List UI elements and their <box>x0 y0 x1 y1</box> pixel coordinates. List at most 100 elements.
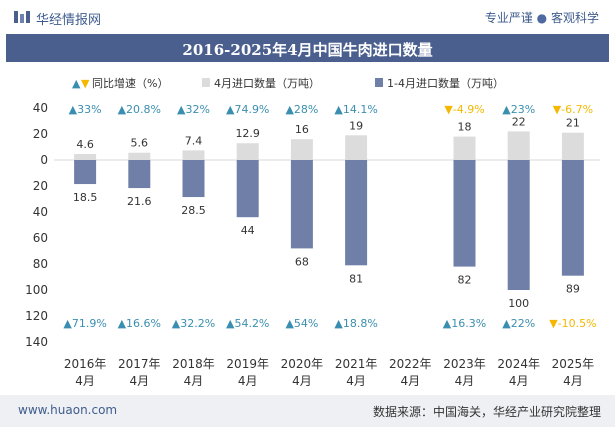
cumulative-bar <box>561 160 584 276</box>
growth-april-label: ▲28% <box>285 103 318 116</box>
cumulative-value-label: 21.6 <box>127 195 152 208</box>
y-tick-label: 20 <box>33 179 48 193</box>
april-bar <box>128 152 151 160</box>
growth-april-label: ▲14.1% <box>334 103 377 116</box>
growth-april-label: ▲20.8% <box>118 103 161 116</box>
cumulative-bar <box>236 160 259 218</box>
cumulative-value-label: 89 <box>566 283 580 296</box>
footer-website: www.huaon.com <box>18 403 118 417</box>
growth-cumulative-label: ▲54% <box>285 317 318 330</box>
april-value-label: 16 <box>295 123 309 136</box>
april-bar <box>290 139 313 160</box>
cumulative-bar <box>345 160 368 266</box>
april-bar <box>453 136 476 160</box>
brand-name: 华经情报网 <box>36 13 102 28</box>
april-value-label: 7.4 <box>185 134 203 147</box>
growth-cumulative-label: ▲16.3% <box>443 317 486 330</box>
april-value-label: 22 <box>512 115 526 128</box>
y-tick-label: 100 <box>25 283 48 297</box>
y-tick-label: 140 <box>25 335 48 349</box>
x-tick-label: 2020年 <box>281 357 324 371</box>
legend-cumulative-swatch <box>375 78 383 87</box>
april-value-label: 5.6 <box>131 137 149 150</box>
growth-cumulative-label: ▲71.9% <box>63 317 106 330</box>
x-tick-label-line2: 4月 <box>238 374 258 388</box>
cumulative-value-label: 81 <box>349 272 363 285</box>
x-tick-label: 2019年 <box>226 357 269 371</box>
x-tick-label-line2: 4月 <box>455 374 475 388</box>
growth-april-label: ▲23% <box>502 103 535 116</box>
cumulative-value-label: 82 <box>458 274 472 287</box>
growth-cumulative-label: ▲18.8% <box>334 317 377 330</box>
cumulative-value-label: 18.5 <box>73 191 98 204</box>
x-tick-label-line2: 4月 <box>129 374 149 388</box>
growth-cumulative-label: ▲22% <box>502 317 535 330</box>
legend-april-label: 4月进口数量（万吨） <box>214 77 320 90</box>
x-tick-label-line2: 4月 <box>563 374 583 388</box>
cumulative-value-label: 28.5 <box>181 204 206 217</box>
x-tick-label: 2024年 <box>497 357 540 371</box>
x-tick-label-line2: 4月 <box>346 374 366 388</box>
y-tick-label: 80 <box>33 257 48 271</box>
y-tick-label: 40 <box>33 101 48 115</box>
april-value-label: 21 <box>566 117 580 130</box>
tagline-separator: ● <box>536 11 548 25</box>
april-value-label: 19 <box>349 119 363 132</box>
chart-title: 2016-2025年4月中国牛肉进口数量 <box>182 41 433 59</box>
x-tick-label-line2: 4月 <box>400 374 420 388</box>
april-value-label: 12.9 <box>235 127 260 140</box>
brand-logo-icon <box>14 11 30 23</box>
header-bar: 华经情报网 专业严谨 ● 客观科学 <box>0 0 615 34</box>
april-bar <box>561 132 584 160</box>
legend-down-arrow-icon: ▼ <box>81 77 90 90</box>
april-bar <box>236 143 259 160</box>
footer-bar: www.huaon.com 数据来源：中国海关，华经产业研究院整理 <box>0 395 615 427</box>
y-tick-label: 120 <box>25 309 48 323</box>
growth-april-label: ▲74.9% <box>226 103 269 116</box>
x-tick-label: 2018年 <box>172 357 215 371</box>
april-bar <box>74 154 97 160</box>
y-tick-label: 0 <box>40 153 48 167</box>
growth-april-label: ▼-4.9% <box>444 103 484 116</box>
x-tick-label-line2: 4月 <box>75 374 95 388</box>
growth-april-label: ▲33% <box>69 103 102 116</box>
tagline: 专业严谨 ● 客观科学 <box>485 9 599 26</box>
x-tick-label: 2017年 <box>118 357 161 371</box>
x-tick-label: 2022年 <box>389 357 432 371</box>
growth-cumulative-label: ▼-10.5% <box>549 317 596 330</box>
y-tick-label: 40 <box>33 205 48 219</box>
cumulative-bar <box>290 160 313 249</box>
tagline-right: 客观科学 <box>550 11 599 25</box>
legend-up-arrow-icon: ▲ <box>72 77 81 90</box>
april-bar <box>507 131 530 160</box>
cumulative-bar <box>507 160 530 290</box>
cumulative-bar <box>128 160 151 189</box>
growth-cumulative-label: ▲32.2% <box>172 317 215 330</box>
cumulative-bar <box>453 160 476 267</box>
cumulative-bar <box>74 160 97 185</box>
growth-cumulative-label: ▲16.6% <box>118 317 161 330</box>
x-tick-label: 2016年 <box>64 357 107 371</box>
legend-growth-label: 同比增速（%） <box>92 76 168 90</box>
footer-source: 数据来源：中国海关，华经产业研究院整理 <box>372 405 601 419</box>
april-bar <box>345 135 368 160</box>
x-tick-label-line2: 4月 <box>292 374 312 388</box>
april-value-label: 4.6 <box>76 138 94 151</box>
x-tick-label-line2: 4月 <box>184 374 204 388</box>
chart: ▲ ▼ 同比增速（%） 4月进口数量（万吨） 1-4月进口数量（万吨） 40 20 0 20 40… <box>25 76 600 388</box>
chart-title-bar: 2016-2025年4月中国牛肉进口数量 <box>6 34 609 62</box>
april-bar <box>182 150 205 160</box>
growth-april-label: ▲32% <box>177 103 210 116</box>
cumulative-value-label: 100 <box>508 297 529 310</box>
y-tick-label: 60 <box>33 231 48 245</box>
y-tick-label: 20 <box>33 127 48 141</box>
x-tick-label: 2021年 <box>335 357 378 371</box>
growth-cumulative-label: ▲54.2% <box>226 317 269 330</box>
cumulative-value-label: 68 <box>295 255 309 268</box>
legend-april-swatch <box>202 78 210 87</box>
cumulative-bar <box>182 160 205 198</box>
growth-april-label: ▼-6.7% <box>553 103 593 116</box>
tagline-left: 专业严谨 <box>484 11 533 25</box>
april-value-label: 18 <box>458 121 472 134</box>
legend-cumulative-label: 1-4月进口数量（万吨） <box>387 77 504 90</box>
